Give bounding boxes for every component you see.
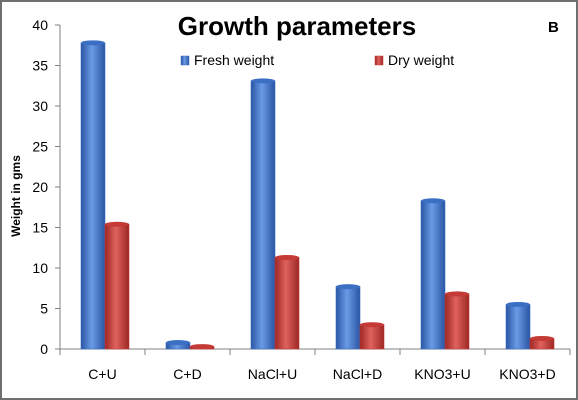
legend-swatch [180, 55, 190, 66]
y-tick-label: 20 [32, 179, 48, 195]
legend: Fresh weight Dry weight [180, 52, 454, 68]
legend-swatch [374, 55, 384, 66]
legend-label: Fresh weight [194, 52, 274, 68]
x-axis: C+U C+D NaCl+U NaCl+D KNO3+U KNO3+D [59, 348, 571, 382]
x-tick-label: NaCl+U [248, 366, 297, 382]
bar-fresh-weight [335, 286, 361, 350]
bar-fresh-weight [420, 200, 446, 350]
bar-dry-weight [444, 293, 470, 350]
x-tick-label: C+D [173, 366, 201, 382]
bar-top-cap [190, 344, 214, 350]
bars [80, 40, 555, 350]
bar-fresh-weight [250, 80, 276, 350]
x-tick-label: KNO3+U [414, 366, 470, 382]
legend-label: Dry weight [388, 52, 454, 68]
y-tick-label: 0 [40, 341, 48, 357]
x-tick-label: NaCl+D [333, 366, 382, 382]
bar-top-cap [421, 198, 445, 204]
y-axis-label: Weight in gms [9, 155, 23, 237]
x-tick-label: KNO3+D [499, 366, 555, 382]
bar-top-cap [166, 340, 190, 346]
chart-title: Growth parameters [178, 11, 416, 41]
y-tick-label: 35 [32, 58, 48, 74]
y-tick-label: 30 [32, 98, 48, 114]
bar-top-cap [275, 254, 299, 260]
bar-fresh-weight [80, 42, 106, 350]
bar-dry-weight [359, 324, 385, 350]
bar-top-cap [336, 284, 360, 290]
bar-top-cap [251, 78, 275, 84]
bar-top-cap [530, 335, 554, 341]
bar-top-cap [105, 221, 129, 227]
y-tick-label: 25 [32, 139, 48, 155]
bar-fresh-weight [505, 304, 531, 350]
bar-top-cap [360, 322, 384, 328]
bar-top-cap [445, 291, 469, 297]
y-tick-label: 10 [32, 260, 48, 276]
x-tick-label: C+U [88, 366, 116, 382]
y-tick-label: 15 [32, 220, 48, 236]
corner-label: B [548, 19, 559, 36]
y-axis: 0 5 10 15 20 25 30 35 40 [32, 17, 61, 357]
bar-dry-weight [104, 223, 130, 350]
y-tick-label: 40 [32, 17, 48, 33]
y-tick-label: 5 [40, 301, 48, 317]
bar-dry-weight [274, 257, 300, 350]
bar-top-cap [506, 301, 530, 307]
bar-top-cap [81, 40, 105, 46]
